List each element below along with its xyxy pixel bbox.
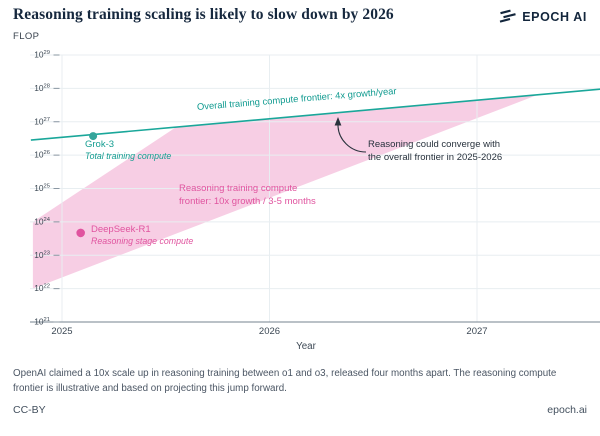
- license-link[interactable]: CC-BY: [13, 404, 46, 416]
- svg-text:1023: 1023: [34, 250, 50, 260]
- overall-frontier-line: [30, 88, 600, 141]
- brand-logo: EPOCH AI: [498, 9, 587, 24]
- x-tick-labels: 2025 2026 2027: [51, 326, 487, 337]
- footnote: OpenAI claimed a 10x scale up in reasoni…: [13, 368, 557, 394]
- y-tick-labels: 1021 1022 1023 1024 1025 1026 1027 1028 1029: [34, 50, 60, 327]
- svg-text:1027: 1027: [34, 116, 50, 126]
- converge-annotation: Reasoning could converge with the overal…: [368, 139, 503, 163]
- svg-text:2026: 2026: [259, 326, 280, 337]
- gridlines: [30, 54, 600, 322]
- svg-text:2025: 2025: [51, 326, 72, 337]
- svg-text:1028: 1028: [34, 83, 50, 93]
- svg-text:1025: 1025: [34, 183, 50, 193]
- deepseek-label: DeepSeek-R1: [91, 224, 151, 235]
- svg-text:1029: 1029: [34, 50, 50, 60]
- grok3-sublabel: Total training compute: [85, 151, 172, 161]
- reasoning-band: [32, 95, 538, 289]
- x-axis-title: Year: [296, 341, 316, 352]
- svg-text:2027: 2027: [466, 326, 487, 337]
- deepseek-label-group: DeepSeek-R1 Reasoning stage compute: [91, 224, 193, 247]
- data-point-grok-3[interactable]: [89, 132, 98, 141]
- grok3-label-group: Grok-3 Total training compute: [85, 139, 171, 162]
- epoch-logo-icon: [499, 9, 516, 23]
- reasoning-frontier-label: Reasoning training compute frontier: 10x…: [179, 183, 316, 207]
- epoch-site-link[interactable]: epoch.ai: [547, 404, 587, 416]
- page-title: Reasoning training scaling is likely to …: [13, 6, 394, 23]
- data-point-deepseek-r1[interactable]: [76, 228, 85, 238]
- svg-text:1024: 1024: [34, 216, 51, 226]
- brand-name: EPOCH AI: [522, 9, 587, 24]
- svg-text:1021: 1021: [34, 317, 50, 327]
- svg-text:1022: 1022: [34, 283, 50, 293]
- svg-text:1026: 1026: [34, 150, 50, 160]
- deepseek-sublabel: Reasoning stage compute: [91, 236, 194, 246]
- y-axis-title: FLOP: [13, 31, 40, 42]
- grok3-label: Grok-3: [85, 139, 115, 150]
